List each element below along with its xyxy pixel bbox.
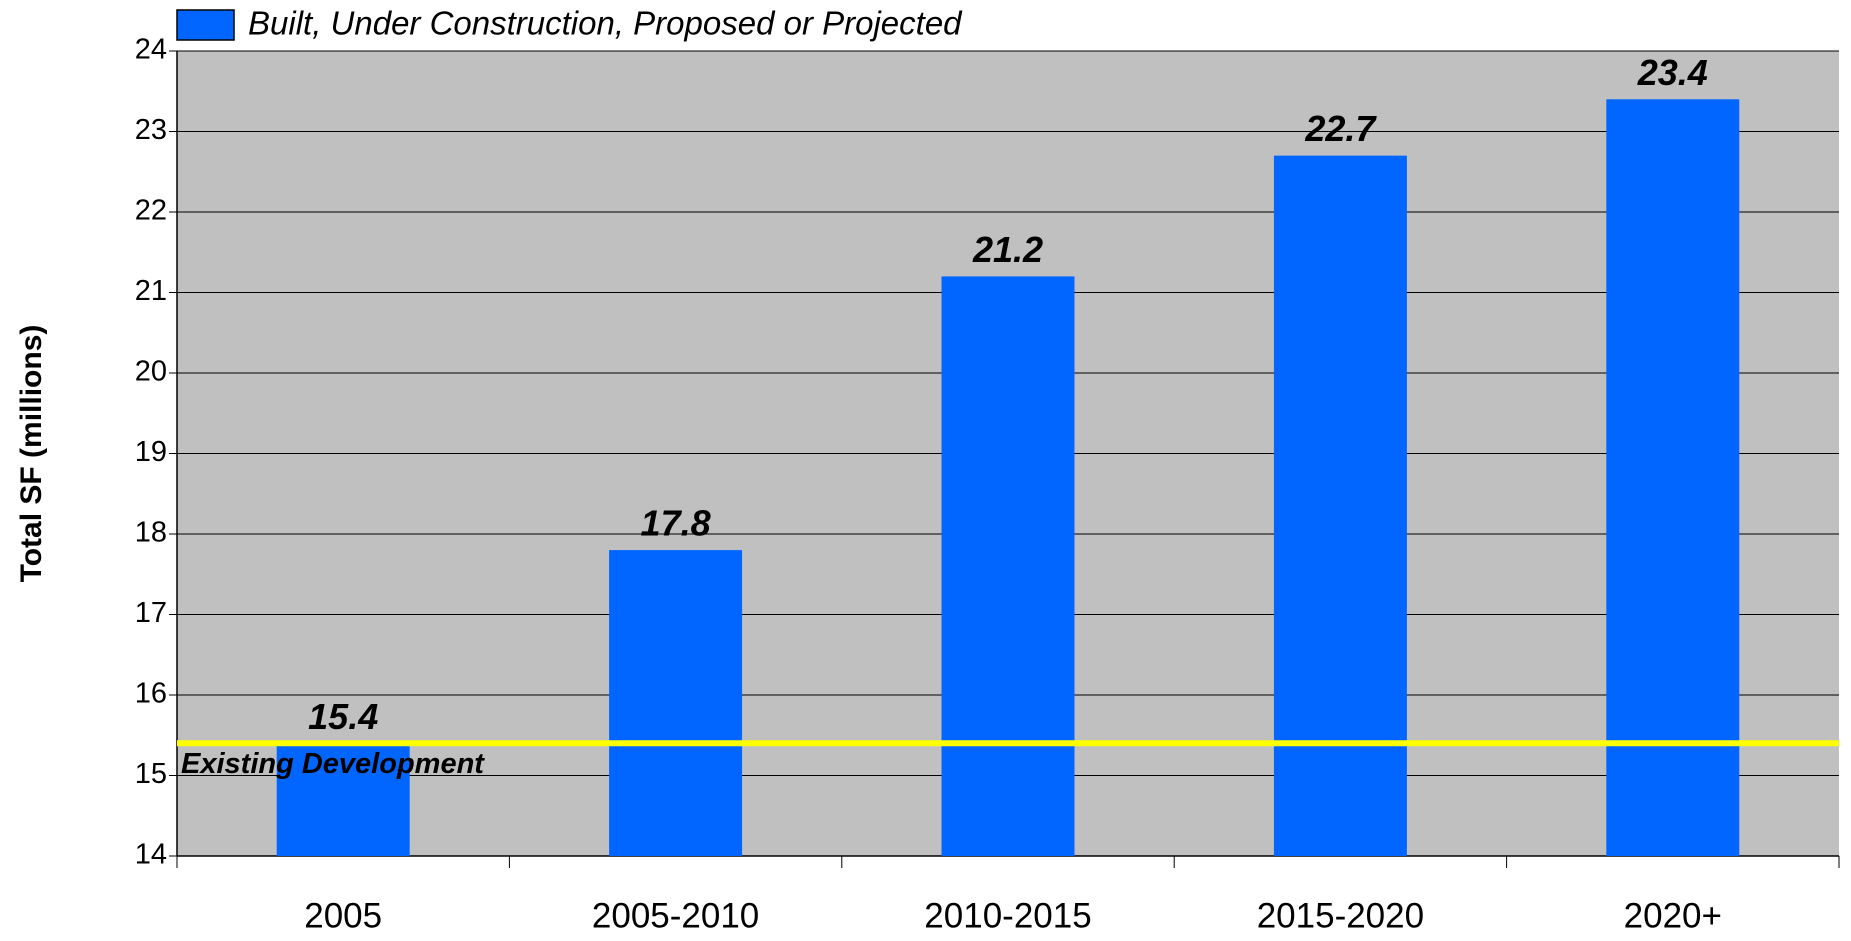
y-tick-label: 22 (135, 195, 167, 227)
x-tick-label: 2020+ (1624, 896, 1722, 935)
x-tick-label: 2010-2015 (924, 896, 1091, 935)
bar (276, 743, 410, 856)
bar (609, 550, 743, 856)
y-tick-label: 17 (135, 597, 167, 629)
value-label: 17.8 (641, 503, 711, 544)
y-tick-label: 16 (135, 678, 167, 710)
value-label: 15.4 (308, 696, 378, 737)
reference-label: Existing Development (181, 748, 485, 780)
y-tick-label: 14 (135, 839, 167, 871)
value-label: 21.2 (972, 229, 1043, 270)
x-tick-label: 2005-2010 (592, 896, 759, 935)
y-tick-label: 23 (135, 114, 167, 146)
bar (1273, 155, 1407, 856)
y-tick-label: 18 (135, 517, 167, 549)
y-tick-label: 21 (135, 275, 167, 307)
legend-label: Built, Under Construction, Proposed or P… (248, 5, 963, 42)
bar (1606, 99, 1740, 857)
value-label: 23.4 (1637, 52, 1708, 93)
y-tick-label: 24 (135, 34, 167, 66)
y-tick-label: 19 (135, 436, 167, 468)
y-tick-label: 15 (135, 758, 167, 790)
x-tick-label: 2015-2020 (1257, 896, 1424, 935)
legend-swatch (176, 9, 235, 41)
x-tick-label: 2005 (304, 896, 382, 935)
value-label: 22.7 (1304, 108, 1377, 149)
y-tick-label: 20 (135, 356, 167, 388)
y-axis-label: Total SF (millions) (15, 325, 48, 583)
bar (941, 276, 1075, 856)
